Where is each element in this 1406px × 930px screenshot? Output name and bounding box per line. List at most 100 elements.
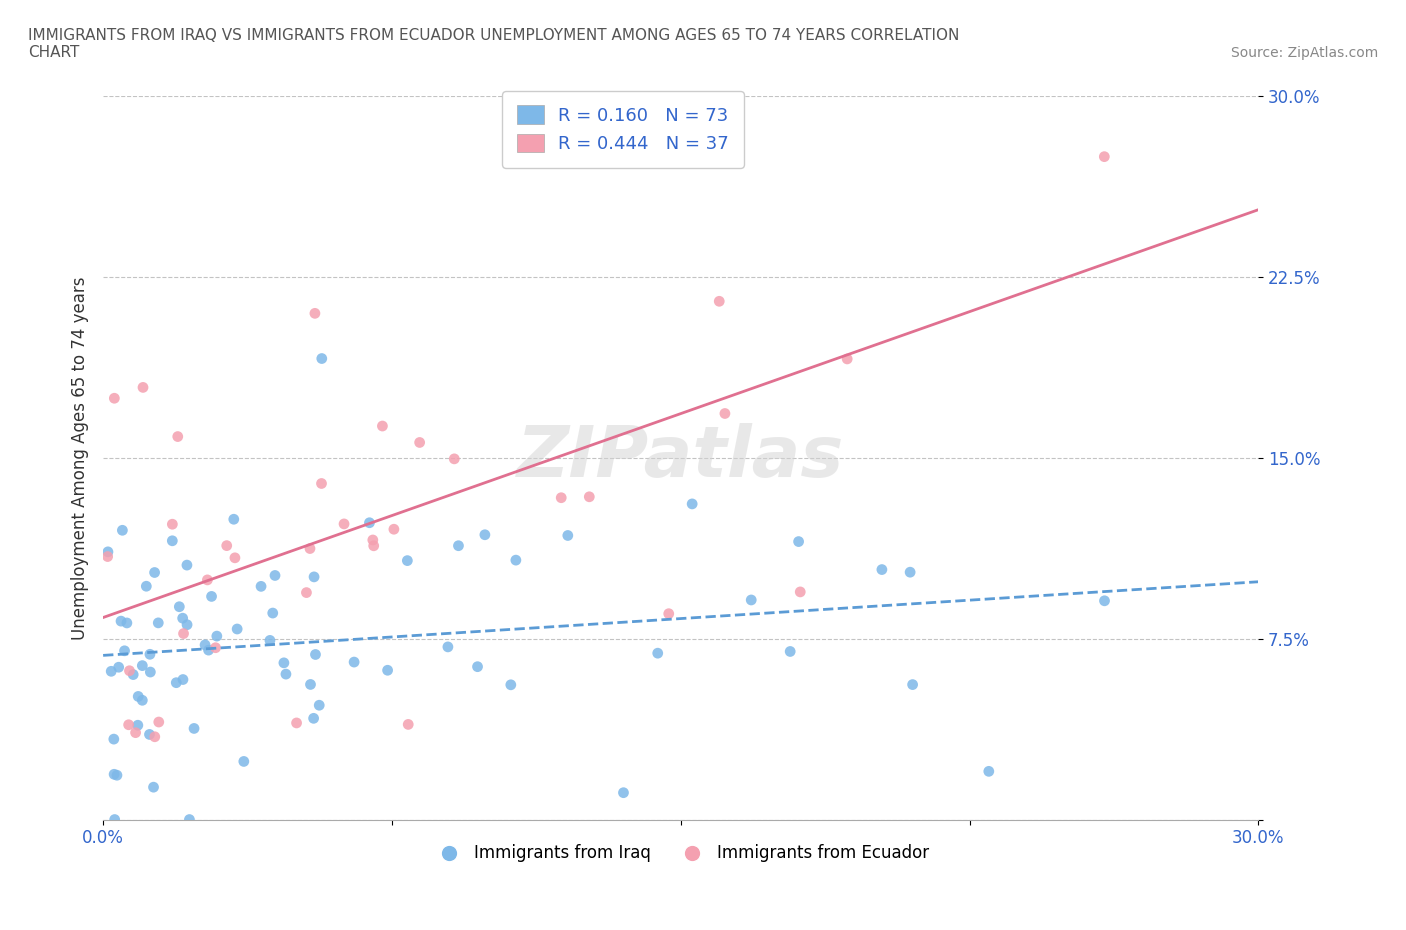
Point: [304, 647, 326, 662]
Point: [179, 812, 201, 827]
Point: [132, 380, 155, 395]
Point: [396, 717, 419, 732]
Point: [148, 714, 170, 729]
Point: [124, 725, 146, 740]
Point: [204, 640, 226, 655]
Point: [408, 435, 430, 450]
Text: IMMIGRANTS FROM IRAQ VS IMMIGRANTS FROM ECUADOR UNEMPLOYMENT AMONG AGES 65 TO 74: IMMIGRANTS FROM IRAQ VS IMMIGRANTS FROM …: [28, 28, 959, 60]
Point: [578, 489, 600, 504]
Point: [285, 715, 308, 730]
Point: [165, 675, 187, 690]
Point: [870, 562, 893, 577]
Point: [176, 558, 198, 573]
Point: [127, 718, 149, 733]
Point: [127, 689, 149, 704]
Text: Source: ZipAtlas.com: Source: ZipAtlas.com: [1230, 46, 1378, 60]
Text: ZIPatlas: ZIPatlas: [517, 423, 845, 493]
Point: [779, 644, 801, 659]
Point: [612, 785, 634, 800]
Point: [789, 584, 811, 599]
Point: [122, 667, 145, 682]
Point: [103, 391, 125, 405]
Point: [105, 768, 128, 783]
Point: [169, 599, 191, 614]
Point: [437, 640, 460, 655]
Point: [361, 533, 384, 548]
Point: [977, 764, 1000, 778]
Point: [142, 779, 165, 794]
Point: [224, 551, 246, 565]
Point: [304, 306, 326, 321]
Point: [264, 568, 287, 583]
Point: [377, 663, 399, 678]
Point: [200, 589, 222, 604]
Point: [308, 698, 330, 712]
Point: [898, 565, 921, 579]
Point: [550, 490, 572, 505]
Point: [138, 727, 160, 742]
Point: [103, 732, 125, 747]
Point: [382, 522, 405, 537]
Point: [557, 528, 579, 543]
Point: [1094, 593, 1116, 608]
Point: [97, 544, 120, 559]
Point: [115, 616, 138, 631]
Point: [298, 541, 321, 556]
Point: [104, 812, 127, 827]
Point: [97, 549, 120, 564]
Point: [299, 677, 322, 692]
Point: [302, 711, 325, 725]
Point: [447, 538, 470, 553]
Point: [740, 592, 762, 607]
Point: [901, 677, 924, 692]
Point: [162, 533, 184, 548]
Point: [359, 515, 381, 530]
Point: [505, 552, 527, 567]
Point: [647, 645, 669, 660]
Point: [262, 605, 284, 620]
Point: [183, 721, 205, 736]
Point: [143, 729, 166, 744]
Point: [143, 565, 166, 580]
Point: [295, 585, 318, 600]
Point: [131, 658, 153, 673]
Point: [162, 517, 184, 532]
Point: [226, 621, 249, 636]
Point: [363, 538, 385, 553]
Point: [100, 664, 122, 679]
Point: [172, 672, 194, 687]
Point: [173, 626, 195, 641]
Point: [103, 767, 125, 782]
Point: [714, 406, 737, 421]
Point: [194, 637, 217, 652]
Point: [250, 578, 273, 593]
Point: [302, 569, 325, 584]
Point: [117, 717, 139, 732]
Point: [205, 629, 228, 644]
Point: [474, 527, 496, 542]
Point: [837, 352, 859, 366]
Point: [311, 352, 333, 366]
Point: [139, 647, 162, 662]
Point: [681, 497, 703, 512]
Y-axis label: Unemployment Among Ages 65 to 74 years: Unemployment Among Ages 65 to 74 years: [72, 276, 89, 640]
Point: [273, 656, 295, 671]
Point: [139, 665, 162, 680]
Point: [1092, 149, 1115, 164]
Point: [118, 663, 141, 678]
Point: [333, 516, 356, 531]
Point: [658, 606, 681, 621]
Point: [467, 659, 489, 674]
Point: [111, 523, 134, 538]
Point: [131, 693, 153, 708]
Point: [222, 512, 245, 526]
Point: [114, 644, 136, 658]
Point: [787, 534, 810, 549]
Point: [172, 611, 194, 626]
Point: [135, 578, 157, 593]
Point: [499, 677, 522, 692]
Point: [311, 476, 333, 491]
Point: [148, 616, 170, 631]
Point: [443, 451, 465, 466]
Point: [259, 633, 281, 648]
